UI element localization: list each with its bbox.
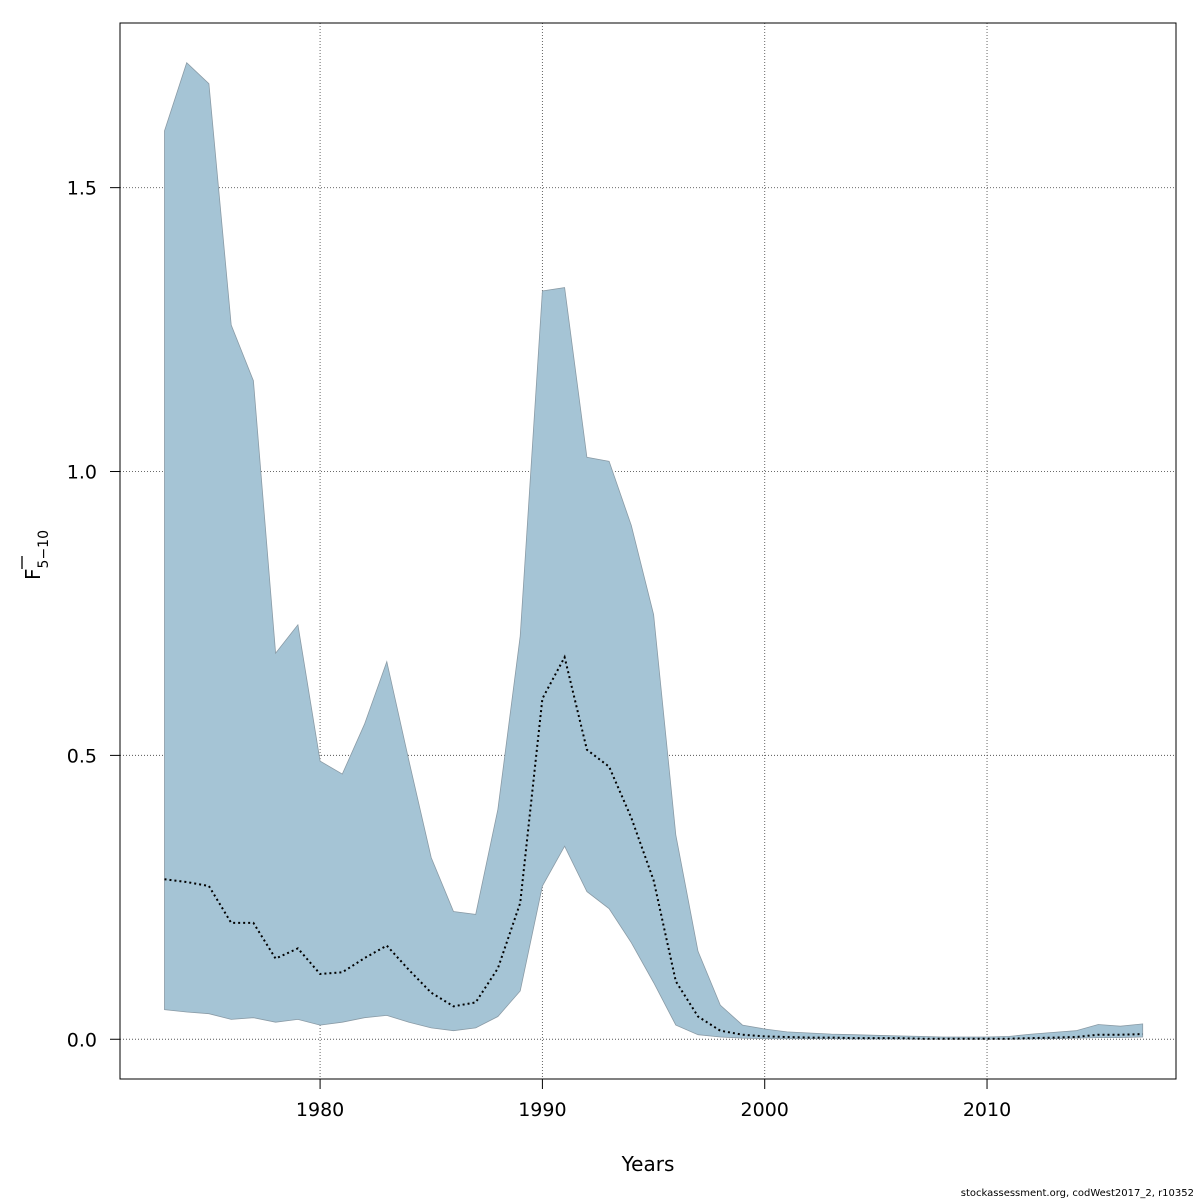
x-axis-title: Years [621, 1152, 675, 1176]
x-tick-label: 2010 [963, 1099, 1011, 1121]
y-axis-title-subscript: 5−10 [36, 530, 52, 568]
y-tick-label: 1.5 [67, 178, 97, 200]
footer-credit: stockassessment.org, codWest2017_2, r103… [960, 1188, 1194, 1199]
x-tick-label: 1990 [518, 1099, 566, 1121]
estimate-line [164, 654, 1143, 1040]
confidence-band [164, 61, 1144, 1040]
x-axis: 1980 1990 2000 2010 [296, 1079, 1011, 1121]
svg-text:F5−10: F5−10 [21, 530, 52, 580]
y-tick-label: 1.0 [67, 462, 97, 484]
y-axis: 0.0 0.5 1.0 1.5 [67, 178, 120, 1051]
y-axis-title-main: F [21, 568, 45, 580]
x-tick-label: 2000 [741, 1099, 789, 1121]
plot-frame [119, 22, 1177, 1080]
y-tick-label: 0.5 [67, 745, 97, 767]
x-tick-label: 1980 [296, 1099, 344, 1121]
y-tick-label: 0.0 [67, 1029, 97, 1051]
y-axis-title: F5−10 [21, 530, 52, 580]
